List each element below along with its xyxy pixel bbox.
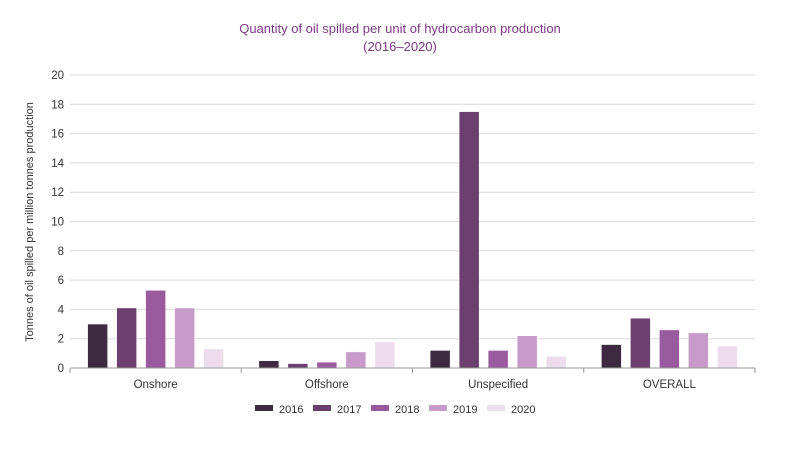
- bar-overall-2016: [601, 344, 622, 369]
- y-tick-label: 8: [58, 246, 64, 258]
- bar-unspecified-2017: [458, 111, 480, 369]
- legend-label: 2018: [395, 404, 419, 416]
- legend-label: 2016: [279, 404, 303, 416]
- x-axis: [69, 367, 756, 373]
- bar-unspecified-2016: [429, 350, 451, 369]
- y-tick-label: 2: [58, 334, 64, 346]
- bar-offshore-2018: [316, 361, 338, 369]
- bars: [87, 111, 738, 369]
- legend-swatch-2020: [487, 405, 505, 411]
- legend-label: 2017: [337, 404, 361, 416]
- y-tick-label: 18: [51, 99, 64, 111]
- y-axis-ticks: 0 2 4 6 8 10 12 14 16 18 20: [51, 70, 64, 375]
- legend-label: 2019: [453, 404, 477, 416]
- bar-unspecified-2019: [516, 335, 538, 369]
- y-tick-label: 20: [51, 70, 64, 82]
- legend: 2016 2017 2018 2019 2020: [255, 404, 535, 416]
- legend-label: 2020: [511, 404, 535, 416]
- x-tick-label: Unspecified: [468, 379, 528, 391]
- legend-swatch-2019: [429, 405, 447, 411]
- x-tick-label: OVERALL: [643, 379, 697, 391]
- chart-subtitle: (2016–2020): [363, 39, 437, 54]
- y-tick-label: 6: [58, 275, 64, 287]
- gridlines: [70, 74, 755, 340]
- bar-offshore-2016: [258, 360, 280, 369]
- bar-unspecified-2018: [487, 350, 509, 369]
- bar-onshore-2016: [87, 323, 108, 369]
- bar-overall-2019: [688, 332, 709, 369]
- y-tick-label: 14: [51, 158, 64, 170]
- x-tick-label: Onshore: [134, 379, 178, 391]
- chart-title: Quantity of oil spilled per unit of hydr…: [239, 21, 561, 36]
- bar-onshore-2017: [116, 307, 137, 369]
- y-tick-label: 16: [51, 129, 64, 141]
- legend-swatch-2017: [313, 405, 331, 411]
- y-tick-label: 12: [51, 187, 64, 199]
- bar-onshore-2019: [174, 307, 195, 369]
- y-tick-label: 4: [58, 304, 65, 316]
- y-tick-label: 0: [58, 363, 64, 375]
- bar-offshore-2020: [374, 341, 396, 369]
- y-axis-label: Tonnes of oil spilled per million tonnes…: [24, 102, 36, 342]
- x-axis-ticks: Onshore Offshore Unspecified OVERALL: [134, 379, 697, 391]
- bar-offshore-2019: [345, 351, 367, 369]
- y-tick-label: 10: [51, 217, 64, 229]
- bar-overall-2018: [659, 329, 680, 369]
- bar-overall-2020: [717, 345, 738, 369]
- bar-overall-2017: [630, 317, 651, 369]
- x-tick-label: Offshore: [305, 379, 349, 391]
- bar-offshore-2017: [287, 363, 309, 369]
- legend-swatch-2018: [371, 405, 389, 411]
- bar-unspecified-2020: [545, 356, 567, 369]
- bar-onshore-2020: [203, 348, 224, 369]
- legend-swatch-2016: [255, 405, 273, 411]
- bar-onshore-2018: [145, 290, 166, 369]
